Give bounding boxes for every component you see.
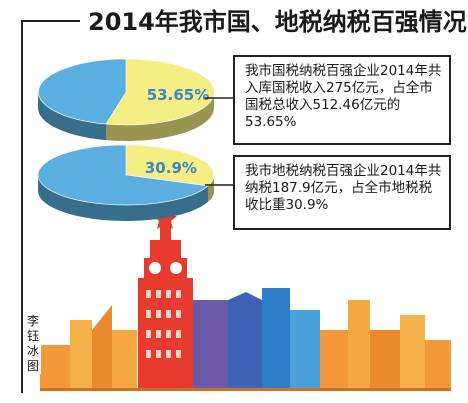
pie-value-label-2: 30.9% xyxy=(145,159,197,177)
annotation-box-local-tax: 我市地税纳税百强企业2014年共纳税187.9亿元，占全市地税税收比重30.9% xyxy=(233,155,451,230)
annotation-text-local-tax: 我市地税纳税百强企业2014年共纳税187.9亿元，占全市地税税收比重30.9% xyxy=(245,163,442,213)
city-skyline-illustration xyxy=(40,208,451,391)
annotation-text-national-tax: 我市国税纳税百强企业2014年共入库国税收入275亿元，占全市国税总收入512.… xyxy=(245,63,442,130)
author-credit: 李钰冰 图 xyxy=(25,314,41,374)
pie-side-1-1 xyxy=(106,92,214,141)
pie-slice-1-2 xyxy=(38,58,127,125)
pie-slice-1-1 xyxy=(105,58,215,126)
pie-chart-local-tax: 30.9% xyxy=(37,144,215,221)
pie-side-2-1 xyxy=(208,175,214,202)
pie-chart-national-tax: 53.65% xyxy=(38,58,215,141)
page-title: 2014年我市国、地税纳税百强情况 xyxy=(80,2,468,37)
pie-value-label-1: 53.65% xyxy=(147,86,209,104)
annotation-box-national-tax: 我市国税纳税百强企业2014年共入库国税收入275亿元，占全市国税总收入512.… xyxy=(233,55,451,145)
pie-side-1-2 xyxy=(38,93,106,141)
pie-slice-2-1 xyxy=(125,144,215,187)
pie-side-2-2 xyxy=(38,175,208,221)
pie-slice-2-2 xyxy=(37,144,209,206)
